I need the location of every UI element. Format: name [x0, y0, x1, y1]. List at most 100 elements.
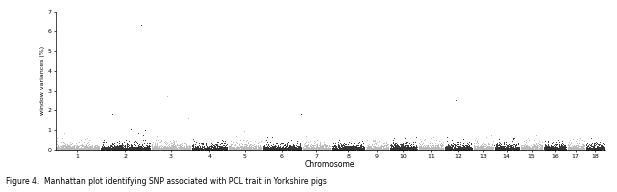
Point: [582, 146, 592, 149]
Point: [530, 147, 540, 150]
Point: [239, 148, 249, 151]
Point: [245, 147, 255, 151]
Point: [400, 147, 410, 150]
Point: [307, 142, 317, 145]
Point: [513, 142, 523, 145]
Point: [337, 145, 347, 148]
Point: [120, 148, 130, 151]
Point: [238, 148, 247, 151]
Point: [219, 147, 229, 150]
Point: [389, 148, 399, 151]
Point: [103, 146, 113, 149]
Point: [211, 146, 221, 150]
Point: [362, 148, 371, 151]
Point: [88, 148, 98, 151]
Point: [347, 147, 357, 150]
Point: [408, 146, 418, 149]
Point: [570, 148, 580, 151]
Point: [370, 147, 379, 150]
Point: [376, 145, 386, 148]
Point: [376, 148, 386, 151]
Point: [72, 147, 81, 151]
Point: [135, 146, 145, 149]
Point: [298, 148, 308, 151]
Point: [371, 147, 381, 150]
Point: [542, 147, 552, 150]
Point: [499, 147, 508, 150]
Point: [164, 148, 173, 151]
Point: [194, 143, 204, 146]
Point: [590, 148, 600, 151]
Point: [62, 147, 72, 150]
Point: [504, 148, 514, 151]
Point: [94, 145, 104, 148]
Point: [112, 148, 122, 151]
Point: [86, 148, 96, 151]
Point: [123, 147, 133, 150]
Point: [278, 146, 288, 149]
Point: [72, 145, 81, 148]
Point: [140, 148, 150, 151]
Point: [453, 145, 463, 148]
Point: [103, 144, 113, 147]
Point: [165, 147, 175, 151]
Point: [212, 144, 222, 147]
Point: [153, 148, 163, 151]
Point: [128, 147, 138, 150]
Point: [452, 148, 462, 151]
Point: [304, 148, 314, 151]
Point: [321, 145, 331, 148]
Point: [437, 145, 447, 148]
Point: [281, 148, 291, 151]
Point: [475, 148, 485, 151]
Point: [93, 146, 102, 149]
Point: [428, 147, 438, 150]
Point: [115, 147, 125, 150]
Point: [508, 147, 518, 150]
Point: [194, 148, 204, 151]
Point: [387, 148, 397, 151]
Point: [306, 148, 316, 151]
Point: [433, 148, 443, 151]
Point: [357, 147, 366, 150]
Point: [475, 145, 485, 148]
Point: [60, 147, 70, 150]
Point: [291, 147, 301, 150]
Point: [421, 146, 431, 149]
Point: [260, 147, 270, 150]
Point: [465, 147, 474, 150]
Point: [166, 148, 176, 151]
Point: [123, 146, 133, 149]
Point: [545, 146, 555, 149]
Point: [386, 144, 396, 147]
Point: [555, 148, 565, 151]
Point: [168, 147, 178, 151]
Point: [548, 146, 558, 149]
Point: [179, 147, 189, 150]
Point: [460, 144, 470, 147]
Point: [400, 136, 410, 139]
Point: [402, 147, 412, 150]
Point: [441, 148, 451, 151]
Point: [242, 147, 252, 150]
Point: [339, 148, 349, 151]
Point: [598, 146, 608, 149]
Point: [54, 147, 64, 150]
Point: [132, 148, 142, 151]
Point: [64, 148, 73, 151]
Point: [305, 146, 315, 149]
Point: [83, 148, 93, 151]
Point: [174, 148, 184, 151]
Point: [389, 146, 399, 149]
Point: [226, 148, 236, 151]
Point: [346, 146, 356, 149]
Point: [378, 145, 387, 148]
Point: [421, 146, 431, 149]
Point: [271, 147, 281, 151]
Point: [123, 148, 133, 151]
Point: [400, 147, 410, 150]
Point: [341, 147, 350, 150]
Point: [80, 146, 90, 150]
Point: [513, 148, 523, 151]
Point: [455, 145, 465, 148]
